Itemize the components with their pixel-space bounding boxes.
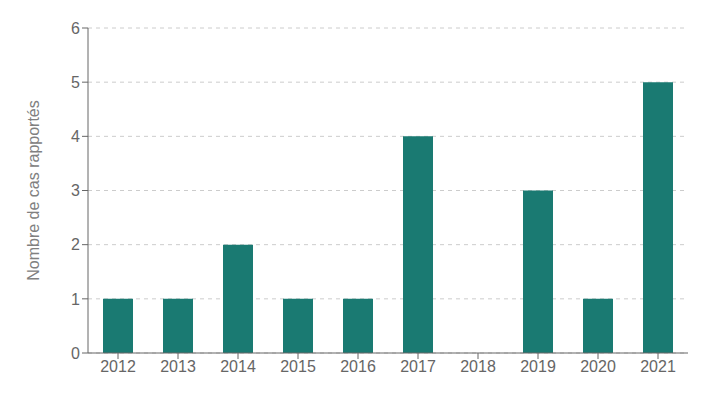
svg-text:1: 1 (71, 291, 80, 308)
svg-text:2014: 2014 (220, 358, 256, 375)
svg-text:2013: 2013 (160, 358, 196, 375)
svg-text:Nombre de cas rapportés: Nombre de cas rapportés (25, 100, 42, 281)
svg-text:2016: 2016 (340, 358, 376, 375)
svg-text:2019: 2019 (520, 358, 556, 375)
svg-text:2018: 2018 (460, 358, 496, 375)
svg-text:5: 5 (71, 74, 80, 91)
svg-text:4: 4 (71, 128, 80, 145)
svg-text:3: 3 (71, 182, 80, 199)
svg-text:2017: 2017 (400, 358, 436, 375)
svg-text:0: 0 (71, 345, 80, 362)
svg-text:2: 2 (71, 236, 80, 253)
svg-text:2021: 2021 (640, 358, 676, 375)
svg-text:2020: 2020 (580, 358, 616, 375)
svg-text:2015: 2015 (280, 358, 316, 375)
svg-text:6: 6 (71, 20, 80, 37)
svg-text:2012: 2012 (100, 358, 136, 375)
